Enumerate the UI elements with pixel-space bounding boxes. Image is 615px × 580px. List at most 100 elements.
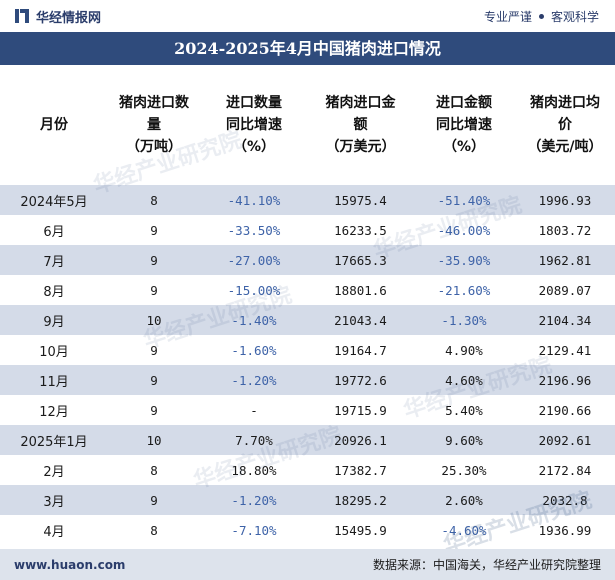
table-header-row: 月份 猪肉进口数量 （万吨） 进口数量 同比增速 （%） 猪肉进口金额 （万美元） 进口金额 同比… xyxy=(0,65,615,185)
column-header: 猪肉进口均价 （美元/吨） xyxy=(515,65,615,185)
table-cell: 7月 xyxy=(0,245,108,275)
pork-import-table: 月份 猪肉进口数量 （万吨） 进口数量 同比增速 （%） 猪肉进口金额 （万美元） 进口金额 同比… xyxy=(0,65,615,545)
footer-source: 数据来源：中国海关，华经产业研究院整理 xyxy=(372,558,601,572)
table-cell: 9 xyxy=(108,215,200,245)
table-row: 2024年5月 8 -41.10% 15975.4 -51.40% 1996.93 xyxy=(0,185,615,215)
table-cell: 2024年5月 xyxy=(0,185,108,215)
column-header-line: 同比增速 xyxy=(226,117,282,133)
table-cell: 12月 xyxy=(0,395,108,425)
table-cell: 16233.5 xyxy=(308,215,413,245)
table-cell: 6月 xyxy=(0,215,108,245)
table-row: 6月 9 -33.50% 16233.5 -46.00% 1803.72 xyxy=(0,215,615,245)
table-cell: -15.00% xyxy=(200,275,308,305)
table-cell: 2092.61 xyxy=(515,425,615,455)
table-cell: -41.10% xyxy=(200,185,308,215)
table-cell: 1803.72 xyxy=(515,215,615,245)
table-cell: -46.00% xyxy=(413,215,515,245)
table-cell: 10 xyxy=(108,305,200,335)
table-cell: 4.60% xyxy=(413,365,515,395)
table-cell: 18.80% xyxy=(200,455,308,485)
column-header-line: （美元/吨） xyxy=(527,139,603,155)
table-cell: 19715.9 xyxy=(308,395,413,425)
table-cell: 2025年1月 xyxy=(0,425,108,455)
table-cell: 19164.7 xyxy=(308,335,413,365)
slogan-separator-dot xyxy=(538,13,544,19)
column-header-line: 同比增速 xyxy=(436,117,492,133)
table-cell: -1.40% xyxy=(200,305,308,335)
table-cell: -1.60% xyxy=(200,335,308,365)
brand[interactable]: 华经情报网 xyxy=(14,7,101,26)
table-row: 10月 9 -1.60% 19164.7 4.90% 2129.41 xyxy=(0,335,615,365)
table-cell: - xyxy=(200,395,308,425)
table-cell: 1936.99 xyxy=(515,515,615,545)
table-cell: -7.10% xyxy=(200,515,308,545)
column-header: 月份 xyxy=(0,65,108,185)
table-cell: 17665.3 xyxy=(308,245,413,275)
table-cell: 8 xyxy=(108,515,200,545)
table-cell: 9.60% xyxy=(413,425,515,455)
table-cell: -1.20% xyxy=(200,365,308,395)
table-cell: 8月 xyxy=(0,275,108,305)
table-cell: 21043.4 xyxy=(308,305,413,335)
table-cell: 9 xyxy=(108,395,200,425)
table-cell: -1.20% xyxy=(200,485,308,515)
table-cell: 2089.07 xyxy=(515,275,615,305)
column-header-line: 月份 xyxy=(40,117,68,133)
table-cell: -1.30% xyxy=(413,305,515,335)
table-cell: 1996.93 xyxy=(515,185,615,215)
table-cell: 19772.6 xyxy=(308,365,413,395)
table-row: 9月 10 -1.40% 21043.4 -1.30% 2104.34 xyxy=(0,305,615,335)
table-cell: 4.90% xyxy=(413,335,515,365)
table-cell: 9 xyxy=(108,275,200,305)
column-header-line: （%） xyxy=(442,139,486,155)
slogan-left: 专业严谨 xyxy=(483,9,532,24)
table-cell: 25.30% xyxy=(413,455,515,485)
slogan-right: 客观科学 xyxy=(550,9,599,24)
table-cell: 2032.8 xyxy=(515,485,615,515)
column-header: 进口金额 同比增速 （%） xyxy=(413,65,515,185)
brand-name: 华经情报网 xyxy=(36,10,102,26)
table-cell: 5.40% xyxy=(413,395,515,425)
table-cell: 2129.41 xyxy=(515,335,615,365)
column-header-line: 猪肉进口数 xyxy=(119,95,189,111)
page-title: 2024-2025年4月中国猪肉进口情况 xyxy=(0,32,615,65)
column-header: 猪肉进口金额 （万美元） xyxy=(308,65,413,185)
column-header-line: 进口数量 xyxy=(226,95,282,111)
column-header-line: 猪肉进口金 xyxy=(325,95,396,111)
table-cell: 18801.6 xyxy=(308,275,413,305)
table-cell: 17382.7 xyxy=(308,455,413,485)
table-cell: -51.40% xyxy=(413,185,515,215)
table-row: 7月 9 -27.00% 17665.3 -35.90% 1962.81 xyxy=(0,245,615,275)
footer-site-link[interactable]: www.huaon.com xyxy=(14,557,126,572)
table-cell: -35.90% xyxy=(413,245,515,275)
table-cell: 3月 xyxy=(0,485,108,515)
table-cell: 2.60% xyxy=(413,485,515,515)
column-header-line: （万美元） xyxy=(325,139,396,155)
table-body: 2024年5月 8 -41.10% 15975.4 -51.40% 1996.93 6月 9-… xyxy=(0,185,615,545)
huajing-logo-icon xyxy=(15,9,29,23)
table-row: 8月 9 -15.00% 18801.6 -21.60% 2089.07 xyxy=(0,275,615,305)
table-cell: 20926.1 xyxy=(308,425,413,455)
table-cell: 2196.96 xyxy=(515,365,615,395)
table-cell: 2104.34 xyxy=(515,305,615,335)
table-cell: 8 xyxy=(108,185,200,215)
table-cell: 4月 xyxy=(0,515,108,545)
table-cell: -21.60% xyxy=(413,275,515,305)
column-header: 猪肉进口数量 （万吨） xyxy=(108,65,200,185)
table-cell: 7.70% xyxy=(200,425,308,455)
table-cell: 2190.66 xyxy=(515,395,615,425)
table-cell: 1962.81 xyxy=(515,245,615,275)
table-row: 3月 9 -1.20% 18295.2 2.60% 2032.8 xyxy=(0,485,615,515)
column-header-line: 额 xyxy=(353,117,368,133)
table-cell: 10 xyxy=(108,425,200,455)
table-cell: 9 xyxy=(108,245,200,275)
column-header-line: （%） xyxy=(232,139,276,155)
column-header-line: 价 xyxy=(558,117,572,133)
column-header-line: 量 xyxy=(147,117,161,133)
table-cell: -27.00% xyxy=(200,245,308,275)
table-cell: 18295.2 xyxy=(308,485,413,515)
footer: www.huaon.com 数据来源：中国海关，华经产业研究院整理 xyxy=(0,549,615,580)
table-row: 2025年1月 10 7.70% 20926.1 9.60% 2092.61 xyxy=(0,425,615,455)
table-cell: 2月 xyxy=(0,455,108,485)
table-row: 2月 8 18.80% 17382.7 25.30% 2172.84 xyxy=(0,455,615,485)
